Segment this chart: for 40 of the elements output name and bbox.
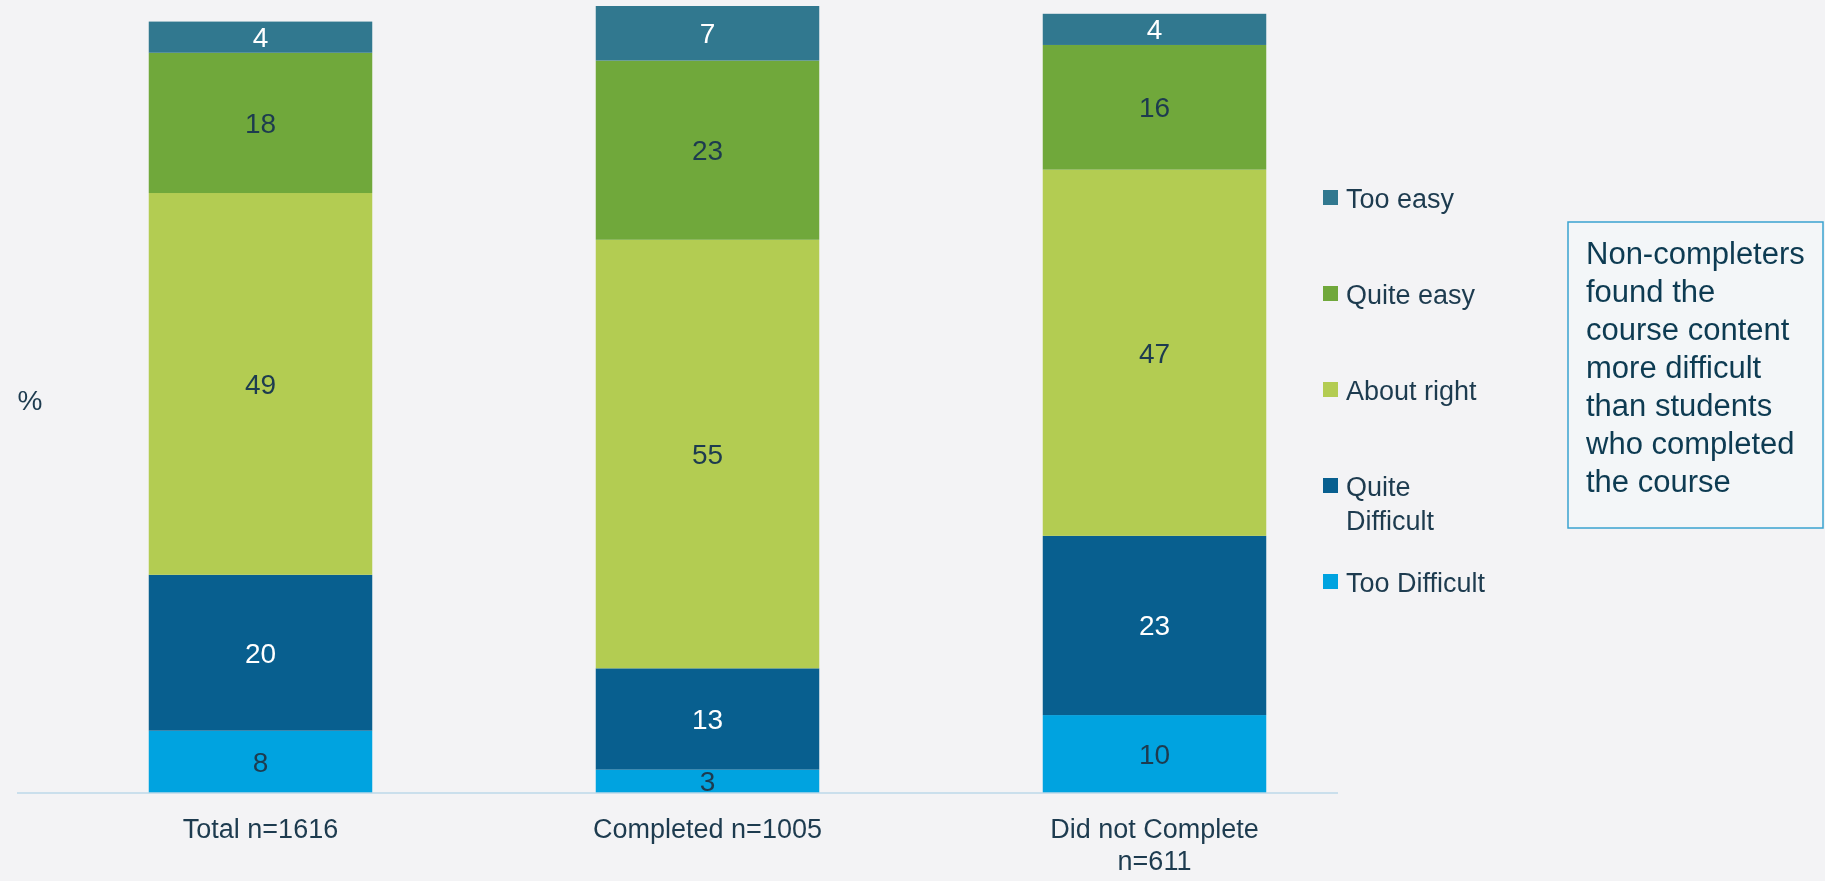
y-axis-title: % <box>17 385 43 416</box>
data-label: 13 <box>691 703 724 735</box>
bar <box>1042 44 1267 170</box>
data-label: 7 <box>699 18 716 50</box>
legend-label: Too easy <box>1346 184 1455 214</box>
legend-label: Too Difficult <box>1346 568 1486 598</box>
data-label: 4 <box>1146 14 1163 46</box>
bar <box>595 6 820 61</box>
data-label: 10 <box>1138 738 1171 770</box>
data-label: 55 <box>691 438 724 470</box>
x-tick-label: Total n=1616 <box>182 814 339 844</box>
data-label: 23 <box>1138 610 1171 642</box>
data-label: 8 <box>252 746 269 778</box>
legend-label: Quite easy <box>1346 280 1476 310</box>
bar <box>1042 169 1267 536</box>
data-label: 18 <box>244 107 277 139</box>
data-label: 20 <box>244 637 277 669</box>
data-label: 47 <box>1138 337 1171 369</box>
bar <box>148 730 373 793</box>
data-label: 4 <box>252 21 269 53</box>
data-label: 49 <box>244 368 277 400</box>
x-tick-label: Did not Complete n=611 <box>1050 814 1259 876</box>
text: Non-completers found the course content more difficult than students who completed the course <box>1585 236 1805 499</box>
data-label: 16 <box>1138 92 1171 124</box>
data-label: 23 <box>691 134 724 166</box>
bar <box>595 769 820 793</box>
x-tick-label: Completed n=1005 <box>593 814 822 844</box>
legend-label: Quite Difficult <box>1346 472 1435 536</box>
bar <box>595 60 820 240</box>
bar <box>148 21 373 53</box>
bar <box>595 239 820 669</box>
bar <box>148 574 373 731</box>
legend-label: About right <box>1346 376 1478 406</box>
bar <box>148 193 373 575</box>
bar <box>1042 535 1267 716</box>
bar <box>595 668 820 770</box>
bar <box>1042 715 1267 793</box>
bar <box>1042 13 1267 45</box>
bar <box>148 52 373 194</box>
data-label: 3 <box>699 766 716 798</box>
